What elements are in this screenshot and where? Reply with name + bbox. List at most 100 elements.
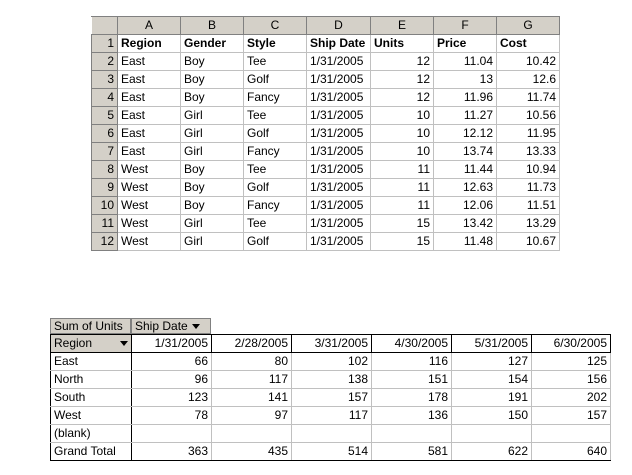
data-cell[interactable]: 13.42 — [433, 214, 497, 233]
data-cell[interactable]: 10 — [370, 142, 434, 161]
data-cell[interactable]: Boy — [180, 52, 244, 71]
data-cell[interactable]: 15 — [370, 232, 434, 251]
data-cell[interactable]: East — [117, 124, 181, 143]
data-cell[interactable]: 12.63 — [433, 178, 497, 197]
pivot-value-cell[interactable]: 123 — [131, 388, 212, 407]
pivot-date-header[interactable]: 4/30/2005 — [371, 334, 452, 353]
data-cell[interactable]: 1/31/2005 — [306, 124, 371, 143]
pivot-value-cell[interactable]: 151 — [371, 370, 452, 389]
data-cell[interactable]: East — [117, 106, 181, 125]
pivot-value-cell[interactable] — [451, 424, 532, 443]
data-field-button[interactable]: Sum of Units — [50, 318, 131, 334]
grand-total-cell[interactable]: 581 — [371, 442, 452, 461]
data-cell[interactable]: Boy — [180, 70, 244, 89]
column-field-button[interactable]: Ship Date — [131, 318, 211, 334]
pivot-value-cell[interactable]: 117 — [211, 370, 292, 389]
data-cell[interactable]: 11.73 — [496, 178, 560, 197]
data-cell[interactable]: 11.96 — [433, 88, 497, 107]
pivot-value-cell[interactable]: 178 — [371, 388, 452, 407]
pivot-value-cell[interactable]: 156 — [531, 370, 611, 389]
pivot-value-cell[interactable] — [211, 424, 292, 443]
pivot-value-cell[interactable]: 138 — [291, 370, 372, 389]
data-cell[interactable]: Fancy — [243, 196, 307, 215]
pivot-value-cell[interactable]: 97 — [211, 406, 292, 425]
data-cell[interactable]: 1/31/2005 — [306, 160, 371, 179]
pivot-value-cell[interactable] — [371, 424, 452, 443]
data-cell[interactable]: 10.56 — [496, 106, 560, 125]
pivot-date-header[interactable]: 5/31/2005 — [451, 334, 532, 353]
data-cell[interactable]: East — [117, 142, 181, 161]
data-cell[interactable]: West — [117, 160, 181, 179]
data-cell[interactable]: Golf — [243, 232, 307, 251]
pivot-row-label[interactable]: South — [50, 388, 132, 407]
data-cell[interactable]: 12 — [370, 52, 434, 71]
data-cell[interactable]: 11.74 — [496, 88, 560, 107]
pivot-date-header[interactable]: 2/28/2005 — [211, 334, 292, 353]
data-cell[interactable]: Boy — [180, 160, 244, 179]
data-cell[interactable]: 13.29 — [496, 214, 560, 233]
data-cell[interactable]: 12 — [370, 70, 434, 89]
data-cell[interactable]: 11.48 — [433, 232, 497, 251]
row-header[interactable]: 2 — [91, 52, 118, 71]
select-all-corner[interactable] — [91, 16, 118, 35]
pivot-value-cell[interactable] — [531, 424, 611, 443]
data-cell[interactable]: 10 — [370, 106, 434, 125]
row-header[interactable]: 3 — [91, 70, 118, 89]
pivot-value-cell[interactable]: 191 — [451, 388, 532, 407]
row-header[interactable]: 6 — [91, 124, 118, 143]
data-cell[interactable]: 13.74 — [433, 142, 497, 161]
data-cell[interactable]: 1/31/2005 — [306, 142, 371, 161]
pivot-value-cell[interactable] — [291, 424, 372, 443]
data-cell[interactable]: 11 — [370, 196, 434, 215]
row-header[interactable]: 7 — [91, 142, 118, 161]
pivot-value-cell[interactable] — [131, 424, 212, 443]
pivot-row-label[interactable]: (blank) — [50, 424, 132, 443]
data-cell[interactable]: 1/31/2005 — [306, 88, 371, 107]
data-cell[interactable]: Tee — [243, 214, 307, 233]
data-cell[interactable]: Golf — [243, 178, 307, 197]
data-cell[interactable]: Golf — [243, 124, 307, 143]
row-field-button[interactable]: Region — [50, 334, 132, 353]
data-cell[interactable]: Girl — [180, 124, 244, 143]
pivot-value-cell[interactable]: 125 — [531, 352, 611, 371]
data-cell[interactable]: 13 — [433, 70, 497, 89]
data-cell[interactable]: 12.6 — [496, 70, 560, 89]
data-cell[interactable]: 11 — [370, 160, 434, 179]
pivot-value-cell[interactable]: 157 — [291, 388, 372, 407]
header-cell[interactable]: Ship Date — [306, 34, 371, 53]
row-header[interactable]: 11 — [91, 214, 118, 233]
data-cell[interactable]: Golf — [243, 70, 307, 89]
header-cell[interactable]: Gender — [180, 34, 244, 53]
data-cell[interactable]: 1/31/2005 — [306, 196, 371, 215]
data-cell[interactable]: Tee — [243, 52, 307, 71]
grand-total-cell[interactable]: 363 — [131, 442, 212, 461]
row-header[interactable]: 8 — [91, 160, 118, 179]
data-cell[interactable]: 15 — [370, 214, 434, 233]
pivot-row-label[interactable]: East — [50, 352, 132, 371]
data-cell[interactable]: Tee — [243, 106, 307, 125]
data-cell[interactable]: 10.42 — [496, 52, 560, 71]
data-cell[interactable]: Fancy — [243, 142, 307, 161]
pivot-value-cell[interactable]: 117 — [291, 406, 372, 425]
row-header[interactable]: 4 — [91, 88, 118, 107]
data-cell[interactable]: 11.51 — [496, 196, 560, 215]
data-cell[interactable]: 1/31/2005 — [306, 106, 371, 125]
data-cell[interactable]: Girl — [180, 106, 244, 125]
data-cell[interactable]: West — [117, 232, 181, 251]
data-cell[interactable]: 12.12 — [433, 124, 497, 143]
data-cell[interactable]: West — [117, 196, 181, 215]
grand-total-cell[interactable]: 622 — [451, 442, 532, 461]
data-cell[interactable]: Girl — [180, 142, 244, 161]
data-cell[interactable]: 10.67 — [496, 232, 560, 251]
data-cell[interactable]: 10 — [370, 124, 434, 143]
data-cell[interactable]: East — [117, 70, 181, 89]
grand-total-cell[interactable]: 640 — [531, 442, 611, 461]
column-header[interactable]: E — [370, 16, 434, 35]
pivot-value-cell[interactable]: 116 — [371, 352, 452, 371]
header-cell[interactable]: Region — [117, 34, 181, 53]
column-header[interactable]: B — [180, 16, 244, 35]
row-header[interactable]: 12 — [91, 232, 118, 251]
data-cell[interactable]: East — [117, 88, 181, 107]
pivot-value-cell[interactable]: 96 — [131, 370, 212, 389]
data-cell[interactable]: Fancy — [243, 88, 307, 107]
